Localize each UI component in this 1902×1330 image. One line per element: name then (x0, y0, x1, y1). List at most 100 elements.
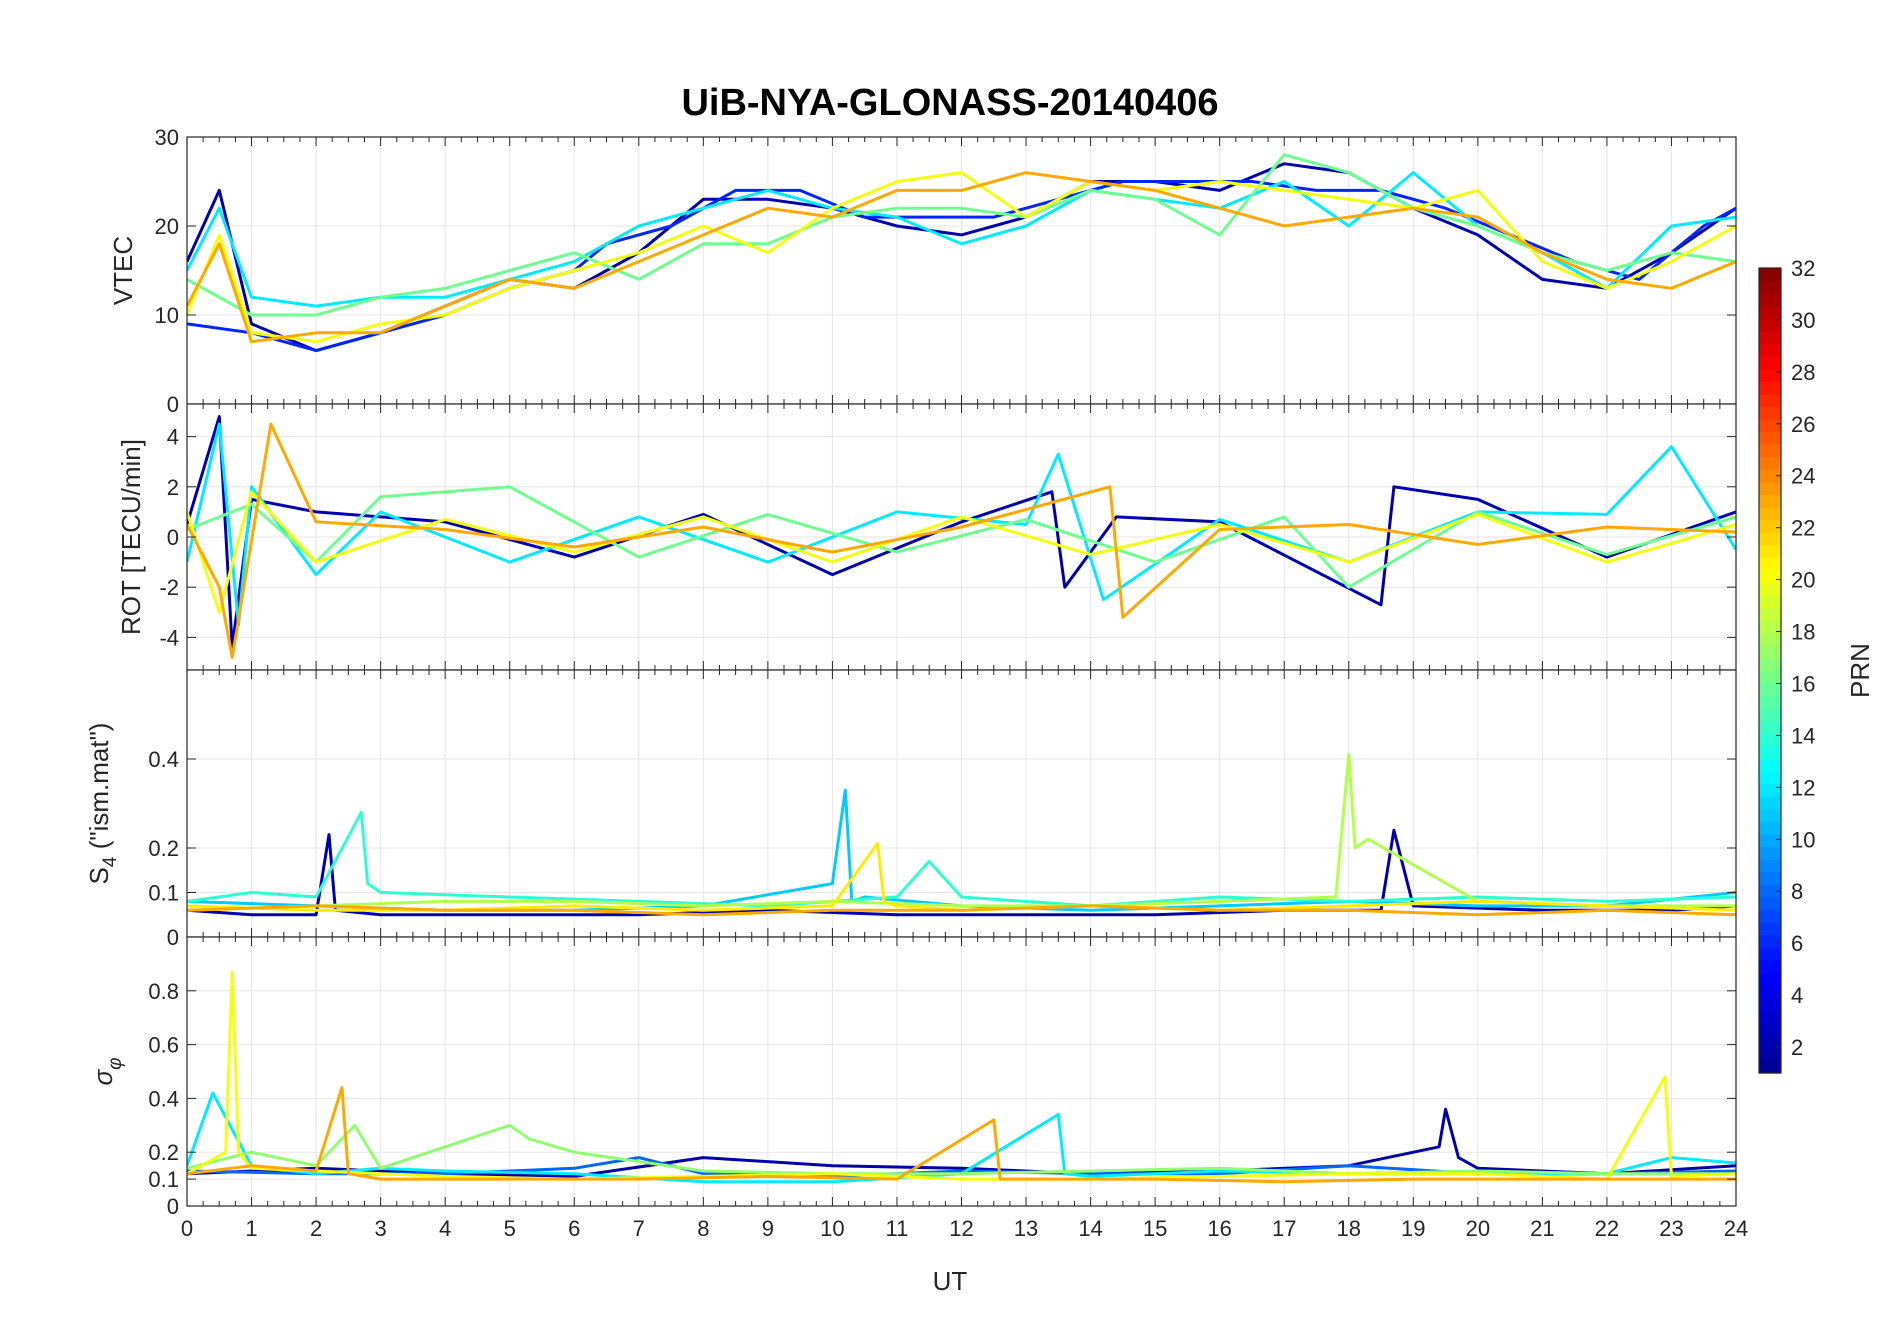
colorbar-label: PRN (1845, 643, 1875, 698)
colorbar-cell (1759, 519, 1781, 533)
x-tick-label: 15 (1143, 1216, 1167, 1241)
x-tick-label: 19 (1401, 1216, 1425, 1241)
colorbar-cell (1759, 356, 1781, 370)
x-tick-label: 2 (310, 1216, 322, 1241)
y-tick-label: 2 (167, 475, 179, 500)
y-tick-label: 20 (155, 214, 179, 239)
colorbar-cell (1759, 632, 1781, 646)
x-tick-label: 17 (1272, 1216, 1296, 1241)
colorbar-cell (1759, 557, 1781, 571)
series-group (187, 153, 1736, 353)
colorbar-cell (1759, 268, 1781, 282)
colorbar-cell (1759, 745, 1781, 760)
colorbar-cell (1759, 607, 1781, 621)
colorbar-cell (1759, 431, 1781, 445)
colorbar-cell (1759, 1035, 1781, 1049)
colorbar-tick-label: 4 (1791, 983, 1803, 1008)
y-tick-label: 0.1 (148, 1167, 179, 1192)
colorbar-cell (1759, 418, 1781, 433)
y-label-rest: ("ism.mat") (84, 723, 114, 857)
colorbar-cell (1759, 469, 1781, 483)
colorbar-cell (1759, 1022, 1781, 1036)
y-tick-label: 0 (167, 925, 179, 950)
x-tick-label: 10 (820, 1216, 844, 1241)
series-line-prn-23 (187, 904, 1736, 917)
colorbar-cell (1759, 821, 1781, 835)
series-line-prn-18 (187, 753, 1736, 912)
colorbar-cell (1759, 1010, 1781, 1024)
y-tick-label: 0 (167, 1194, 179, 1219)
x-tick-label: 12 (949, 1216, 973, 1241)
colorbar-cell (1759, 1060, 1781, 1074)
colorbar-cell (1759, 720, 1781, 734)
colorbar-tick-label: 24 (1791, 464, 1815, 489)
series-group (187, 970, 1736, 1184)
colorbar-tick-label: 28 (1791, 360, 1815, 385)
colorbar-cell (1759, 884, 1781, 898)
y-tick-label: 0 (167, 525, 179, 550)
colorbar-cell (1759, 620, 1781, 634)
y-tick-label: 0.8 (148, 979, 179, 1004)
chart-title: UiB-NYA-GLONASS-20140406 (681, 82, 1218, 124)
colorbar-cell (1759, 934, 1781, 948)
colorbar-cell (1759, 293, 1781, 307)
y-tick-label: 0.4 (148, 747, 179, 772)
series-line-prn-2 (187, 828, 1736, 917)
colorbar-cell (1759, 280, 1781, 294)
colorbar-cell (1759, 947, 1781, 961)
colorbar-cell (1759, 368, 1781, 382)
colorbar-cell (1759, 922, 1781, 936)
y-label-sub: 4 (100, 856, 121, 867)
colorbar-cell (1759, 834, 1781, 848)
colorbar-tick-label: 2 (1791, 1035, 1803, 1060)
series-line-prn-16 (187, 153, 1736, 317)
y-tick-label: 4 (167, 425, 179, 450)
colorbar-tick-label: 8 (1791, 879, 1803, 904)
y-tick-label: 0.2 (148, 836, 179, 861)
x-tick-label: 7 (633, 1216, 645, 1241)
colorbar-cell (1759, 330, 1781, 345)
y-tick-label: 30 (155, 125, 179, 150)
y-axis-label: ROT [TECU/min] (116, 439, 146, 635)
y-tick-label: 0.6 (148, 1033, 179, 1058)
colorbar-cell (1759, 582, 1781, 596)
colorbar-cell (1759, 796, 1781, 810)
x-tick-label: 23 (1659, 1216, 1683, 1241)
x-tick-label: 0 (181, 1216, 193, 1241)
y-tick-label: 10 (155, 303, 179, 328)
x-tick-label: 6 (568, 1216, 580, 1241)
colorbar-cell (1759, 984, 1781, 999)
colorbar-tick-label: 22 (1791, 516, 1815, 541)
colorbar-tick-label: 26 (1791, 412, 1815, 437)
y-axis-label: VTEC (108, 236, 138, 305)
panel-vtec: 0 10 20 30 VTEC (108, 125, 1737, 417)
colorbar-tick-label: 18 (1791, 620, 1815, 645)
colorbar-cell (1759, 997, 1781, 1011)
colorbar-tick-label: 10 (1791, 827, 1815, 852)
series-line-prn-20 (187, 171, 1736, 344)
colorbar-cell (1759, 343, 1781, 357)
colorbar-cell (1759, 494, 1781, 508)
colorbar-cell (1759, 846, 1781, 860)
colorbar-cell (1759, 506, 1781, 521)
y-tick-label: 0.4 (148, 1086, 179, 1111)
panel-s4: 0 0.1 0.2 0.4 S4 ("ism.mat") (84, 669, 1737, 950)
y-tick-label: -4 (159, 625, 179, 650)
colorbar-cell (1759, 733, 1781, 747)
y-label-base: σ (88, 1069, 118, 1086)
colorbar-tick-label: 30 (1791, 308, 1815, 333)
colorbar-cell (1759, 381, 1781, 395)
x-tick-label: 13 (1014, 1216, 1038, 1241)
series-line-prn-23 (187, 171, 1736, 344)
x-axis-label: UT (933, 1266, 968, 1296)
x-tick-label: 5 (504, 1216, 516, 1241)
colorbar-cell (1759, 645, 1781, 659)
colorbar-cell (1759, 959, 1781, 973)
colorbar-tick-label: 6 (1791, 931, 1803, 956)
y-tick-label: 0.1 (148, 881, 179, 906)
colorbar-cell (1759, 783, 1781, 797)
colorbar-cell (1759, 544, 1781, 558)
